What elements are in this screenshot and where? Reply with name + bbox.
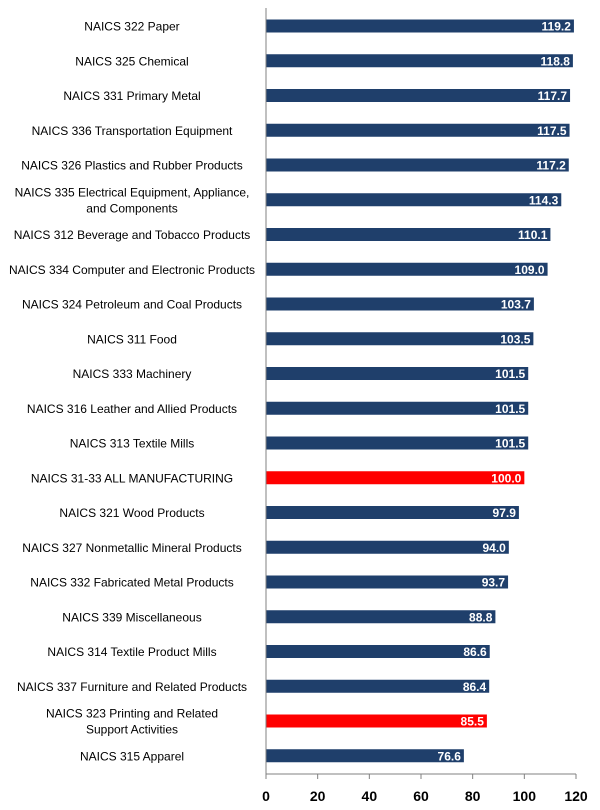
value-label: 100.0 — [491, 471, 521, 485]
value-label: 93.7 — [482, 576, 506, 590]
x-tick-label: 20 — [310, 788, 326, 804]
category-labels: NAICS 322 Paper NAICS 325 Chemical NAICS 3… — [9, 20, 255, 764]
category-label: NAICS 337 Furniture and Related Products — [17, 680, 247, 694]
bar — [266, 89, 571, 102]
bar — [266, 54, 573, 68]
value-label: 119.2 — [542, 20, 572, 34]
bar — [266, 575, 509, 589]
value-label: 101.5 — [495, 437, 525, 451]
bar — [266, 297, 534, 311]
category-label: NAICS 312 Beverage and Tobacco Products — [14, 228, 251, 242]
value-label: 86.6 — [463, 645, 487, 659]
value-label: 94.0 — [482, 541, 506, 555]
bar — [266, 471, 525, 485]
category-label: NAICS 339 Miscellaneous — [62, 610, 201, 624]
bar — [266, 506, 519, 519]
category-label: NAICS 322 Paper — [84, 20, 179, 34]
x-tick-label: 40 — [362, 788, 378, 804]
value-label: 110.1 — [518, 228, 548, 242]
category-label: NAICS 314 Textile Product Mills — [47, 645, 216, 659]
category-label: NAICS 323 Printing and Related — [46, 707, 218, 721]
value-label: 86.4 — [463, 680, 487, 694]
category-label: NAICS 315 Apparel — [80, 749, 184, 763]
category-label: NAICS 324 Petroleum and Coal Products — [22, 298, 242, 312]
value-label: 97.9 — [493, 506, 517, 520]
bar — [266, 679, 490, 693]
category-label: NAICS 333 Machinery — [73, 367, 192, 381]
bar — [266, 367, 529, 380]
value-label: 117.7 — [538, 89, 568, 103]
x-tick-label: 0 — [262, 788, 270, 804]
category-label: NAICS 331 Primary Metal — [63, 89, 200, 103]
bar — [266, 123, 570, 137]
value-label: 117.2 — [536, 159, 566, 173]
x-tick-label: 120 — [564, 788, 588, 804]
value-label: 88.8 — [469, 610, 493, 624]
value-label: 101.5 — [495, 367, 525, 381]
x-tick-label: 100 — [513, 788, 537, 804]
value-label: 118.8 — [541, 54, 571, 68]
bar — [266, 193, 562, 207]
value-label: 109.0 — [515, 263, 545, 277]
value-label: 76.6 — [438, 749, 462, 763]
value-label: 117.5 — [537, 124, 567, 138]
bar — [266, 262, 548, 276]
value-label: 114.3 — [529, 193, 559, 207]
bar — [266, 436, 529, 450]
x-tick-label: 60 — [413, 788, 429, 804]
bars-layer — [266, 19, 574, 763]
bar — [266, 332, 534, 346]
category-label: Support Activities — [86, 723, 178, 737]
category-label: and Components — [86, 201, 177, 215]
value-labels: 119.2 118.8 117.7 117.5 117.2 114.3 110.1 109.0… — [438, 20, 572, 764]
bar — [266, 401, 529, 415]
category-label: NAICS 316 Leather and Allied Products — [27, 402, 237, 416]
bar — [266, 610, 496, 624]
category-label: NAICS 31-33 ALL MANUFACTURING — [31, 471, 233, 485]
x-tick-label: 80 — [465, 788, 481, 804]
category-label: NAICS 313 Textile Mills — [70, 437, 195, 451]
category-label: NAICS 321 Wood Products — [59, 506, 204, 520]
x-axis: 0 20 40 60 80 100 120 — [262, 8, 588, 804]
category-label: NAICS 326 Plastics and Rubber Products — [21, 159, 242, 173]
value-label: 103.7 — [501, 298, 531, 312]
category-label: NAICS 332 Fabricated Metal Products — [30, 576, 233, 590]
category-label: NAICS 327 Nonmetallic Mineral Products — [22, 541, 241, 555]
bar — [266, 645, 490, 658]
bar — [266, 19, 574, 33]
value-label: 103.5 — [500, 332, 530, 346]
bar — [266, 158, 569, 172]
bar — [266, 749, 464, 763]
category-label: NAICS 336 Transportation Equipment — [32, 124, 233, 138]
category-label: NAICS 311 Food — [87, 332, 177, 346]
value-label: 85.5 — [461, 715, 485, 729]
bar — [266, 540, 509, 554]
category-label: NAICS 334 Computer and Electronic Produc… — [9, 263, 255, 277]
category-label: NAICS 335 Electrical Equipment, Applianc… — [15, 185, 250, 199]
value-label: 101.5 — [495, 402, 525, 416]
category-label: NAICS 325 Chemical — [75, 54, 188, 68]
bar — [266, 228, 551, 241]
bar — [266, 714, 487, 728]
